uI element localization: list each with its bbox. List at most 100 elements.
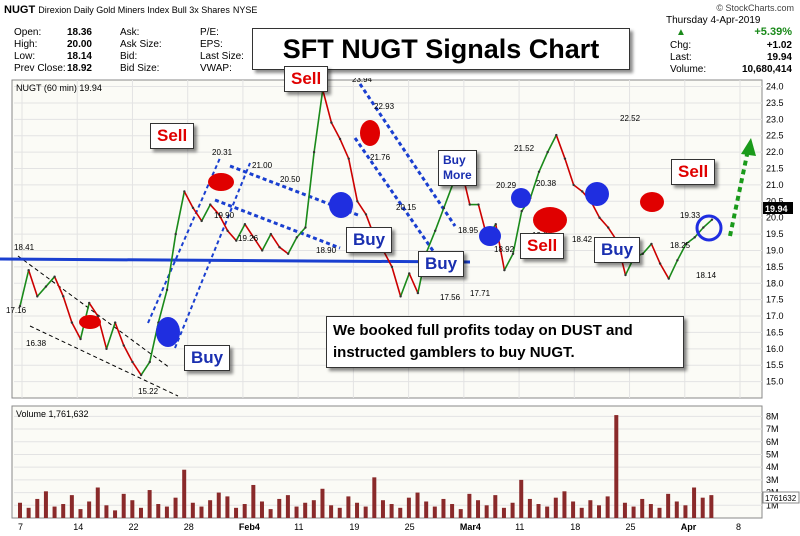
price-point: [347, 157, 350, 160]
volume-bar: [501, 507, 506, 518]
volume-bar: [78, 509, 83, 518]
price-point: [477, 203, 480, 206]
price-point: [131, 360, 134, 364]
volume-bar: [182, 469, 187, 518]
sell-callout: Sell: [284, 66, 329, 92]
ask-label: Ask:: [120, 27, 140, 38]
volume-bar: [294, 506, 299, 518]
price-point: [200, 219, 203, 223]
price-point: [191, 206, 195, 210]
bid-size-label: Bid Size:: [120, 63, 160, 74]
price-label: 18.25: [670, 241, 691, 250]
price-point: [113, 321, 117, 324]
prev-close-value: 18.92: [66, 63, 92, 74]
source-credit: © StockCharts.com: [716, 3, 794, 13]
price-point: [408, 272, 411, 275]
price-point: [235, 239, 238, 242]
price-point: [598, 216, 601, 219]
sell-callout: Sell: [150, 123, 195, 149]
volume-last-tag: [762, 491, 800, 504]
volume-bar: [277, 498, 282, 518]
volume-bar: [484, 505, 489, 518]
volume-bar: [553, 497, 558, 518]
price-y-tick-label: 20.0: [766, 213, 784, 223]
note-line-1: We booked full profits today on DUST and: [333, 322, 633, 339]
price-point: [364, 213, 368, 216]
price-y-tick-label: 16.5: [766, 327, 784, 337]
volume-bar: [476, 500, 481, 518]
price-segment: [313, 89, 324, 153]
volume-label: Volume 1,761,632: [16, 409, 89, 419]
volume-x-tick-label: 14: [73, 522, 83, 532]
volume-bar: [683, 505, 688, 518]
volume-x-tick-label: 11: [294, 522, 303, 532]
price-segment: [235, 223, 246, 242]
price-point: [684, 242, 688, 246]
high-value: 20.00: [66, 39, 92, 50]
volume-bar: [674, 501, 679, 518]
volume-y-tick-label: 4M: [766, 462, 779, 472]
volume-bar: [545, 506, 550, 518]
volume-bar: [709, 495, 714, 518]
price-segment: [174, 191, 186, 235]
price-segment: [676, 243, 687, 261]
volume-bar: [26, 507, 31, 518]
exchange: NYSE: [232, 5, 258, 15]
last-label: Last:: [670, 52, 692, 63]
price-point: [278, 245, 281, 249]
volume-bar: [519, 479, 524, 518]
price-segment: [45, 276, 56, 288]
price-point: [520, 209, 523, 213]
price-label: 18.14: [696, 271, 717, 280]
volume-bar: [441, 498, 446, 518]
volume-bar: [657, 507, 662, 518]
price-label: 17.71: [470, 289, 491, 298]
volume-bar: [130, 500, 135, 518]
price-segment: [529, 171, 540, 199]
drop-lower-line: [353, 137, 440, 259]
prev-close-label: Prev Close:: [14, 63, 66, 74]
price-point: [468, 203, 471, 206]
price-point: [174, 232, 177, 236]
price-point: [122, 344, 126, 347]
chg-label: Chg:: [670, 40, 692, 51]
price-label: 18.42: [572, 235, 593, 244]
price-point: [658, 262, 662, 265]
last-value: 19.94: [766, 52, 792, 63]
high-label: High:: [14, 39, 38, 50]
pe-label: P/E:: [200, 27, 219, 38]
price-segment: [399, 273, 410, 297]
price-point: [693, 236, 696, 239]
price-y-tick-label: 15.5: [766, 360, 784, 370]
sell-marker: [533, 207, 567, 233]
volume-bar: [69, 495, 74, 518]
price-segment: [685, 236, 696, 245]
volume-bar: [415, 492, 420, 518]
price-label: 17.56: [440, 293, 461, 302]
volume-bar: [700, 497, 705, 518]
downtrend-lower-line: [29, 325, 179, 397]
volume-bar: [234, 507, 239, 518]
price-segment: [425, 230, 436, 253]
price-y-tick-label: 22.0: [766, 147, 784, 157]
price-segment: [166, 233, 177, 290]
price-point: [88, 301, 91, 305]
price-point: [399, 295, 402, 298]
volume-bar: [467, 493, 472, 518]
price-label: 23.94: [352, 78, 373, 84]
price-y-tick-label: 15.0: [766, 377, 784, 387]
volume-grid: [14, 415, 762, 506]
price-label: 21.00: [252, 161, 273, 170]
volume-last-tag-text: 1761632: [765, 494, 797, 503]
price-y-tick-label: 21.0: [766, 180, 784, 190]
price-point: [330, 121, 333, 124]
volume-bar: [493, 495, 498, 518]
volume-bar: [450, 504, 455, 518]
quote-date: Thursday 4-Apr-2019: [666, 15, 761, 26]
price-point: [148, 360, 151, 364]
volume-x-tick-label: Feb4: [239, 522, 260, 532]
volume-bar: [527, 498, 532, 518]
price-segment: [573, 184, 583, 193]
pct-change: +5.39%: [754, 26, 792, 38]
volume-bar: [588, 500, 593, 518]
